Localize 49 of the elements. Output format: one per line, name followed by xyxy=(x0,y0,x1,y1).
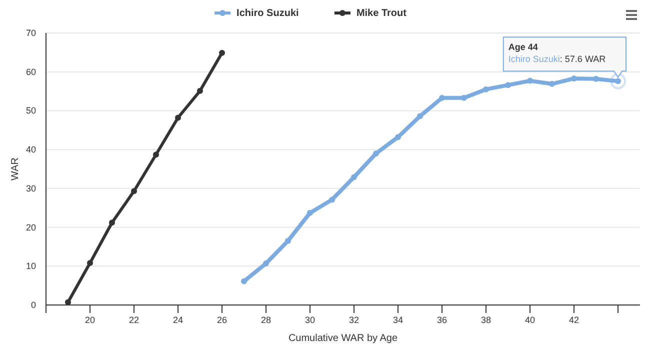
point xyxy=(263,260,269,266)
legend-label: Ichiro Suzuki xyxy=(236,8,300,19)
point xyxy=(593,76,599,82)
y-tick-label: 40 xyxy=(26,144,36,155)
point xyxy=(439,94,445,101)
point xyxy=(483,86,489,92)
x-tick-label: 26 xyxy=(216,315,228,325)
point xyxy=(197,88,203,94)
x-tick-label: 38 xyxy=(480,315,492,325)
point xyxy=(131,188,137,194)
x-tick-label: 28 xyxy=(260,315,272,325)
point xyxy=(373,150,379,156)
point xyxy=(417,113,423,120)
y-tick-label: 30 xyxy=(26,183,36,194)
point xyxy=(527,78,533,84)
x-tick-label: 36 xyxy=(436,315,448,325)
point xyxy=(571,75,577,82)
point xyxy=(285,238,291,244)
point xyxy=(241,278,247,284)
x-tick-label: 32 xyxy=(348,315,360,325)
point xyxy=(351,174,357,180)
annotation: Age 44 Ichiro Suzuki: 57.6 WAR xyxy=(508,42,606,64)
point xyxy=(461,94,467,101)
x-tick-label: 24 xyxy=(172,315,184,325)
y-tick-label: 10 xyxy=(26,261,36,272)
point xyxy=(549,80,555,87)
point xyxy=(329,196,335,203)
y-tick-label: 70 xyxy=(26,28,36,38)
x-tick-label: 40 xyxy=(524,315,536,325)
legend-label: Mike Trout xyxy=(356,8,408,19)
y-tick-label: 20 xyxy=(26,222,36,232)
point xyxy=(219,50,225,56)
point xyxy=(109,220,115,226)
y-tick-label: 50 xyxy=(26,106,36,116)
point xyxy=(505,82,511,88)
point xyxy=(175,114,181,121)
point xyxy=(395,134,401,140)
x-tick-label: 30 xyxy=(304,315,316,325)
y-tick-label: 0 xyxy=(30,300,36,310)
y-axis-title: WAR xyxy=(10,158,21,180)
x-axis-title: Cumulative WAR by Age xyxy=(288,333,398,344)
point xyxy=(307,210,313,216)
x-tick-label: 20 xyxy=(84,315,96,325)
x-tick-label: 34 xyxy=(392,315,404,325)
x-tick-label: 22 xyxy=(128,315,140,325)
x-tick-label: 42 xyxy=(568,315,580,325)
point xyxy=(87,260,93,266)
point xyxy=(153,152,159,158)
y-tick-label: 60 xyxy=(26,66,36,77)
